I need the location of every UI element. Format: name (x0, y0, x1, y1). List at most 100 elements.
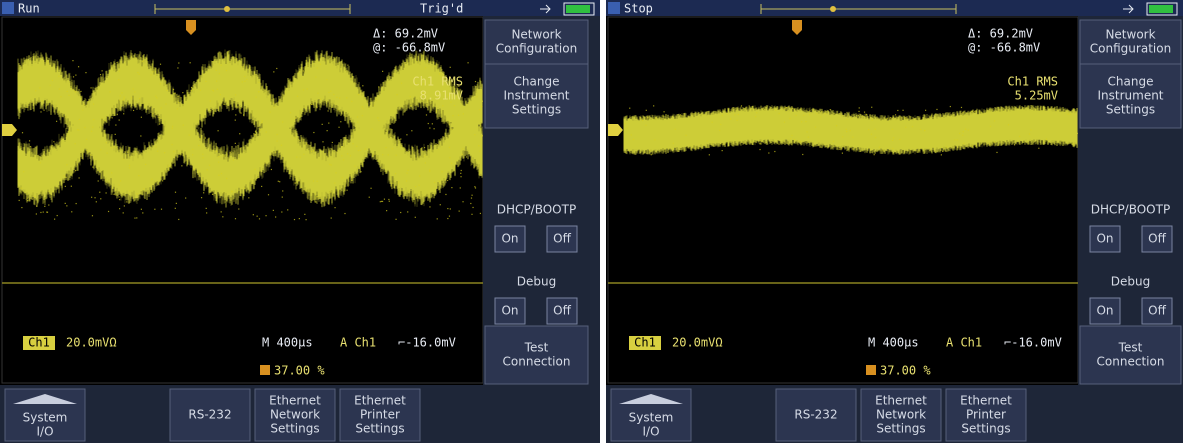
waveform-dot (438, 149, 439, 150)
waveform-dot (66, 164, 67, 165)
waveform-dot (450, 208, 451, 209)
waveform-dot (181, 165, 182, 166)
waveform-dot (52, 80, 53, 81)
waveform-dot (381, 201, 382, 202)
vertical-scale: 20.0mVΩ (66, 336, 117, 350)
waveform-dot (84, 127, 85, 128)
bottom-menu-label: I/O (36, 425, 53, 439)
trigger-level: ⌐-16.0mV (398, 336, 456, 350)
waveform-dot (134, 217, 135, 218)
waveform-dot (842, 153, 843, 154)
waveform-dot (785, 107, 786, 108)
waveform-dot (307, 88, 308, 89)
side-menu-label: Instrument (503, 89, 569, 103)
waveform-dot (219, 63, 220, 64)
waveform-dot (363, 108, 364, 109)
measurement-value: 5.25mV (1015, 89, 1058, 103)
waveform-dot (419, 175, 420, 176)
waveform-dot (646, 110, 647, 111)
waveform-dot (755, 116, 756, 117)
toggle-label: Off (553, 232, 571, 246)
waveform-dot (879, 147, 880, 148)
waveform-dot (43, 211, 44, 212)
waveform-dot (238, 208, 239, 209)
waveform-dot (200, 90, 201, 91)
waveform-dot (451, 163, 452, 164)
waveform-dot (152, 113, 153, 114)
waveform-dot (307, 65, 308, 66)
bottom-menu-label: RS-232 (794, 408, 837, 422)
waveform-dot (111, 172, 112, 173)
waveform-dot (789, 118, 790, 119)
waveform-dot (846, 116, 847, 117)
waveform-dot (327, 130, 328, 131)
waveform-dot (720, 124, 721, 125)
side-menu-label: Instrument (1097, 89, 1163, 103)
waveform-dot (266, 131, 267, 132)
waveform-dot (99, 192, 100, 193)
waveform-dot (131, 97, 132, 98)
waveform-dot (858, 111, 859, 112)
waveform-dot (258, 91, 259, 92)
waveform-dot (226, 178, 227, 179)
waveform-dot (959, 133, 960, 134)
waveform-dot (178, 96, 179, 97)
waveform-dot (207, 169, 208, 170)
waveform-dot (117, 114, 118, 115)
waveform-dot (874, 154, 875, 155)
waveform-dot (809, 114, 810, 115)
waveform-dot (243, 114, 244, 115)
waveform-dot (400, 138, 401, 139)
waveform-dot (332, 142, 333, 143)
waveform-dot (373, 154, 374, 155)
waveform-dot (183, 125, 184, 126)
toggle-label: On (501, 232, 518, 246)
waveform-dot (957, 139, 958, 140)
waveform-dot (450, 67, 451, 68)
waveform-dot (218, 156, 219, 157)
waveform-dot (358, 150, 359, 151)
waveform-dot (56, 121, 57, 122)
waveform-dot (470, 203, 471, 204)
waveform-dot (942, 151, 943, 152)
waveform-dot (133, 88, 134, 89)
battery-level (566, 5, 590, 13)
waveform-dot (273, 102, 274, 103)
measurement-label: Ch1 RMS (1007, 75, 1058, 89)
waveform-dot (94, 197, 95, 198)
waveform-dot (140, 135, 141, 136)
waveform-dot (159, 117, 160, 118)
waveform-dot (126, 201, 127, 202)
waveform-dot (340, 121, 341, 122)
waveform-dot (261, 122, 262, 123)
waveform-dot (221, 173, 222, 174)
waveform-dot (77, 164, 78, 165)
waveform-dot (275, 152, 276, 153)
top-bar (0, 0, 600, 16)
waveform-dot (237, 106, 238, 107)
waveform-dot (759, 143, 760, 144)
waveform-dot (629, 108, 630, 109)
waveform-dot (217, 130, 218, 131)
waveform-dot (217, 89, 218, 90)
waveform-dot (673, 143, 674, 144)
waveform-dot (193, 89, 194, 90)
side-menu-label: Connection (1097, 355, 1165, 369)
waveform-dot (805, 121, 806, 122)
waveform-dot (290, 112, 291, 113)
waveform-dot (273, 71, 274, 72)
waveform-dot (346, 97, 347, 98)
waveform-dot (118, 79, 119, 80)
waveform-dot (890, 117, 891, 118)
waveform-dot (273, 210, 274, 211)
status-badge (608, 2, 620, 14)
cursor-position: @: -66.8mV (373, 41, 445, 55)
waveform-dot (42, 100, 43, 101)
waveform-dot (791, 135, 792, 136)
waveform-dot (647, 117, 648, 118)
waveform-dot (424, 147, 425, 148)
waveform-dot (410, 105, 411, 106)
waveform-dot (120, 180, 121, 181)
waveform-dot (110, 147, 111, 148)
waveform-dot (415, 186, 416, 187)
